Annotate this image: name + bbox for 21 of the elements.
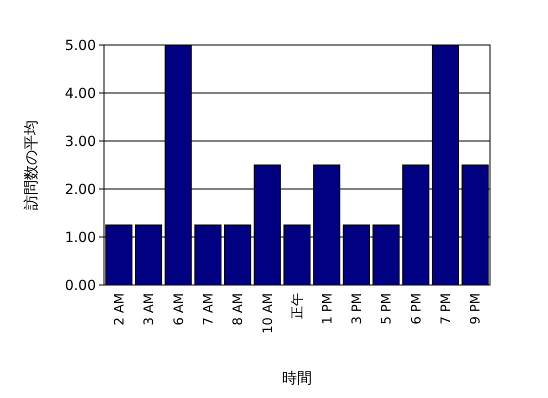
x-tick-label: 正午 (290, 293, 306, 319)
x-tick-label: 6 PM (409, 293, 424, 324)
x-axis-title: 時間 (282, 369, 312, 387)
x-tick-label: 7 AM (201, 293, 216, 326)
x-tick-label: 9 PM (468, 293, 484, 324)
x-tick-label: 10 AM (260, 293, 276, 334)
x-tick-label: 3 AM (142, 293, 158, 326)
x-tick-label: 6 AM (172, 293, 187, 326)
y-tick-label: 4.00 (64, 86, 96, 102)
x-tick-label: 2 AM (112, 293, 128, 326)
y-tick-label: 3.00 (64, 134, 96, 150)
y-axis-title: 訪問数の平均 (22, 120, 40, 210)
x-tick-label: 8 AM (231, 293, 246, 326)
x-tick-label: 7 PM (439, 293, 454, 324)
x-tick-label: 3 PM (350, 293, 365, 324)
y-tick-label: 1.00 (64, 230, 96, 246)
x-tick-label: 1 PM (320, 293, 336, 324)
y-tick-label: 2.00 (64, 182, 96, 198)
y-tick-label: 5.00 (64, 38, 96, 54)
x-tick-label: 5 PM (380, 293, 395, 324)
y-tick-label: 0.00 (64, 278, 96, 294)
